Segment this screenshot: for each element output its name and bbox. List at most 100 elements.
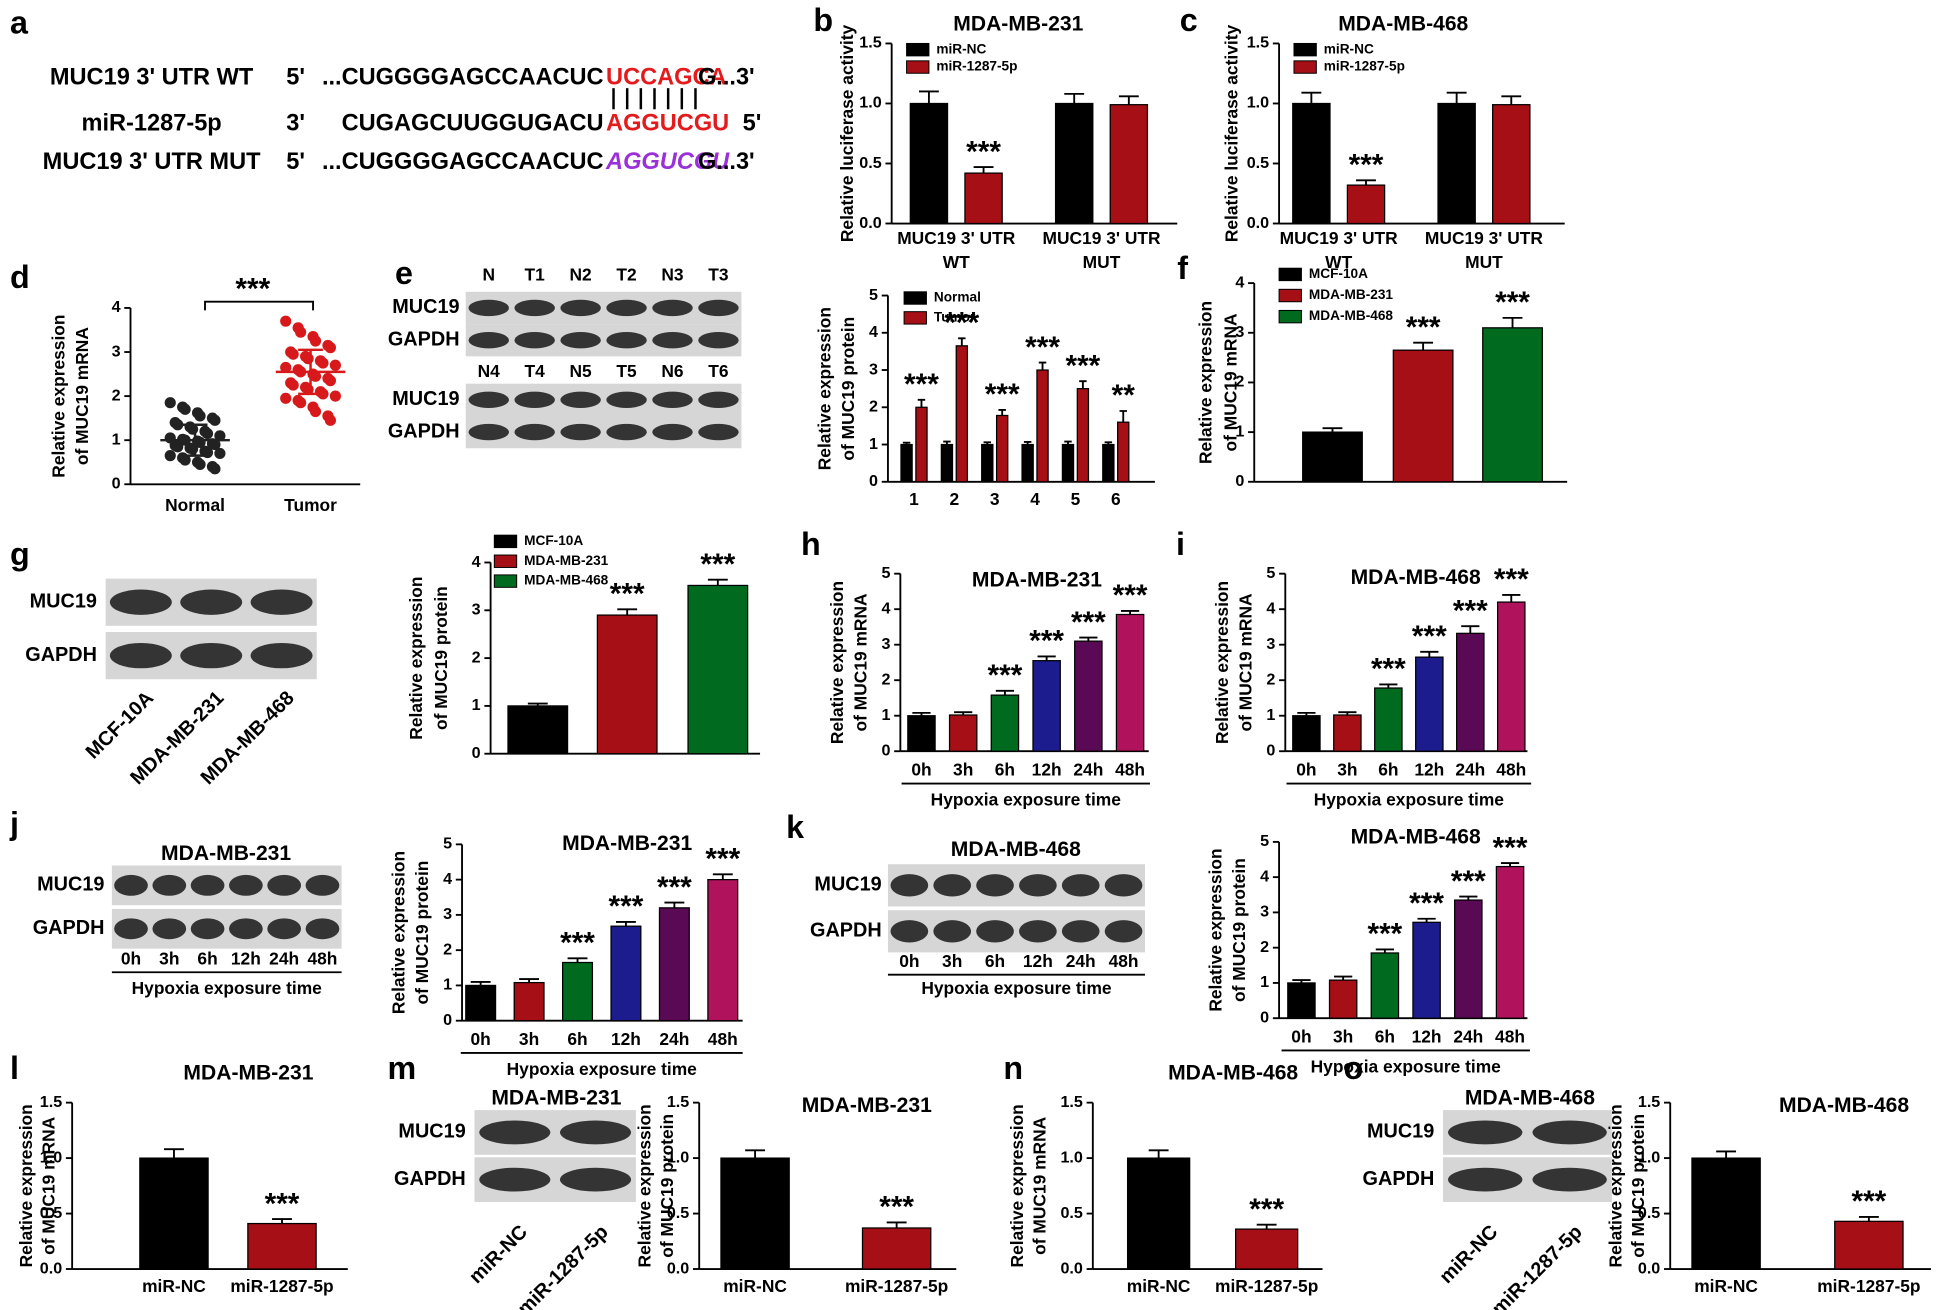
error-bar	[1379, 683, 1398, 689]
blot-band	[560, 1167, 632, 1192]
error-bar	[617, 608, 638, 616]
y-axis-label: Relative expression	[1196, 301, 1216, 464]
chart: 0.0 0.5 1.0 1.5 MDA-MB-468 Relative luciferas…	[1222, 12, 1565, 272]
x-tick-label: 24h	[659, 1029, 689, 1049]
blot-row-label: GAPDH	[33, 917, 105, 939]
x-tick-label: miR-NC	[1127, 1276, 1191, 1296]
significance: ***	[1451, 865, 1486, 898]
x-tick-label: 12h	[1412, 1027, 1442, 1047]
x-tick-label: 48h	[1496, 760, 1526, 780]
lane-label: N5	[570, 361, 593, 381]
y-tick-label: 4	[869, 323, 878, 341]
error-bar	[902, 441, 911, 445]
lane-label: T3	[708, 264, 729, 284]
error-bar	[1104, 441, 1113, 445]
x-tick-label: 0h	[911, 760, 931, 780]
y-axis-label: of MUC19 protein	[657, 1114, 677, 1258]
y-tick-label: 1.0	[1060, 1148, 1082, 1166]
y-axis-label: Relative luciferase activity	[837, 24, 857, 242]
error-bar	[1417, 917, 1436, 923]
bar	[561, 961, 594, 1022]
blot-strip	[111, 865, 342, 906]
blot-band	[698, 423, 739, 441]
blot-row-label: GAPDH	[810, 920, 882, 942]
panel-label: k	[786, 809, 804, 845]
blot-strip	[465, 415, 742, 449]
legend-label: MDA-MB-231	[1309, 287, 1394, 302]
y-tick-label: 5	[443, 835, 452, 853]
blot-band	[267, 874, 302, 896]
bar	[139, 1157, 209, 1270]
error-bar	[1037, 655, 1056, 661]
panel-label: f	[1177, 250, 1188, 286]
blot-band	[1532, 1120, 1607, 1145]
data-point	[209, 414, 221, 426]
sequence-name: MUC19 3' UTR WT	[50, 63, 254, 89]
bar	[1456, 632, 1485, 752]
x-tick-label: 3h	[519, 1029, 539, 1049]
significance: ***	[1453, 594, 1488, 627]
blot-band	[652, 391, 693, 409]
bar	[907, 715, 936, 752]
bar	[861, 1227, 932, 1270]
seed-sequence: AGGUCGU	[605, 148, 730, 174]
blot-band	[109, 589, 172, 615]
error-bar	[1338, 711, 1357, 716]
error-bar	[1023, 440, 1032, 445]
legend-swatch	[903, 311, 927, 325]
error-bar	[998, 408, 1006, 416]
blot-band	[114, 874, 148, 896]
blot-band	[560, 391, 601, 409]
sequence-end: 5'	[286, 63, 305, 89]
lane-label: N2	[570, 264, 592, 284]
blot-band	[1448, 1167, 1523, 1192]
bar	[507, 705, 569, 755]
lane-label: 3h	[942, 951, 962, 971]
chart: 0.0 0.5 1.0 1.5 MDA-MB-231 Relative expressio…	[634, 1093, 957, 1296]
y-tick-label: 4	[1260, 867, 1269, 885]
significance: ***	[610, 578, 645, 611]
chart-title: MDA-MB-231	[972, 569, 1102, 592]
y-tick-label: 2	[869, 398, 878, 416]
chart: 0 1 2 3 4 5 MDA-MB-231 Relative expression of MU…	[827, 564, 1150, 809]
blot-strip	[887, 864, 1145, 907]
x-tick-label: 0h	[1296, 760, 1316, 780]
x-tick-label: Normal	[165, 495, 225, 515]
data-point	[164, 397, 176, 409]
significance: ***	[1371, 653, 1406, 686]
y-axis-label: of MUC19 mRNA	[850, 593, 870, 731]
blot-row-label: GAPDH	[388, 328, 460, 350]
lane-label: 12h	[231, 948, 261, 968]
blot-strip	[111, 908, 342, 949]
error-bar	[1334, 975, 1353, 981]
significance: ***	[944, 307, 979, 340]
blot-band	[1061, 920, 1100, 943]
data-point	[164, 450, 176, 462]
chart: 0 1 2 3 4 5 MDA-MB-468 Relative expression of MU…	[1212, 563, 1532, 809]
blot-row-label: MUC19	[398, 1121, 465, 1143]
error-bar	[1501, 95, 1522, 105]
lane-label: N6	[661, 361, 684, 381]
data-point	[194, 458, 206, 471]
x-tick-label: 3	[990, 489, 1000, 509]
x-tick-label: 6h	[995, 760, 1015, 780]
y-tick-label: 3	[112, 342, 121, 360]
x-tick-label: 0h	[471, 1029, 491, 1049]
bar	[1036, 369, 1049, 483]
y-tick-label: 4	[1235, 273, 1244, 291]
data-point	[287, 379, 299, 391]
sequence: ...CUGGGGAGCCAACUC	[322, 63, 604, 89]
bar	[1117, 421, 1130, 483]
error-bar	[1420, 650, 1439, 658]
blot-row-label: MUC19	[30, 590, 97, 612]
error-bar	[1079, 380, 1087, 389]
data-point	[214, 447, 226, 459]
x-tick-label: miR-NC	[723, 1276, 787, 1296]
chart: 0.0 0.5 1.0 1.5 MDA-MB-468 Relative expressio…	[1007, 1062, 1323, 1296]
sequence-name: miR-1287-5p	[82, 109, 222, 135]
legend-swatch	[906, 42, 930, 57]
blot-band	[514, 423, 555, 441]
y-tick-label: 1.5	[667, 1093, 689, 1111]
error-bar	[1064, 440, 1072, 445]
bar	[1032, 660, 1061, 752]
